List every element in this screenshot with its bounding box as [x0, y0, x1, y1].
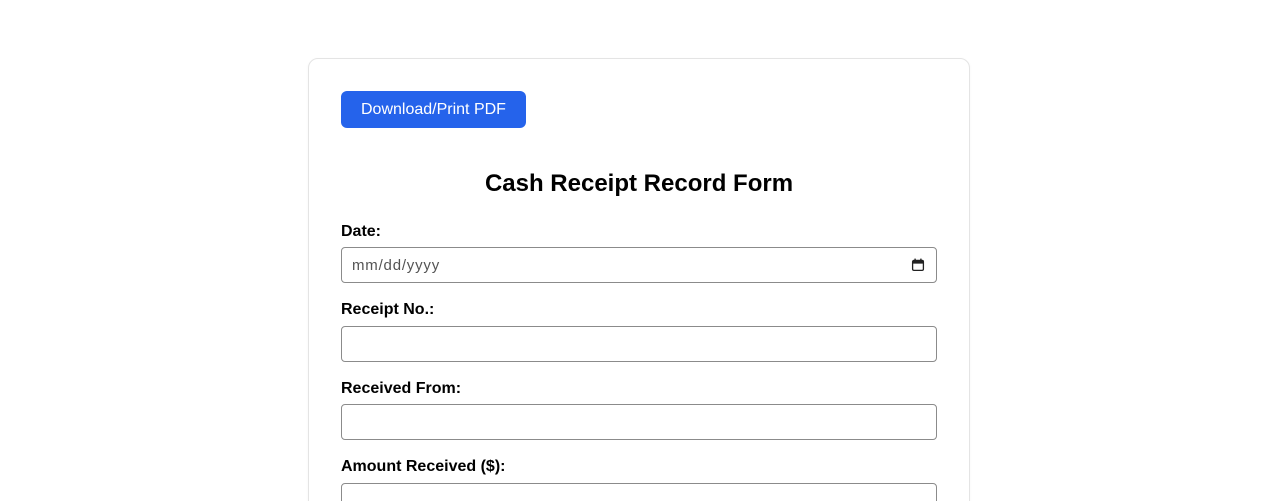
field-date: Date: [341, 222, 937, 284]
received-from-label: Received From: [341, 379, 462, 397]
download-print-pdf-button[interactable]: Download/Print PDF [341, 91, 526, 129]
field-amount-received: Amount Received ($): [341, 458, 937, 501]
form-card: Download/Print PDF Cash Receipt Record F… [308, 58, 970, 501]
field-received-from: Received From: [341, 379, 937, 441]
calendar-icon[interactable] [910, 257, 926, 273]
amount-received-input[interactable] [341, 482, 937, 501]
date-input[interactable] [352, 248, 910, 283]
received-from-input[interactable] [341, 404, 937, 441]
amount-received-label: Amount Received ($): [341, 458, 506, 476]
page-title: Cash Receipt Record Form [484, 170, 794, 198]
field-receipt-no: Receipt No.: [341, 301, 937, 362]
receipt-no-label: Receipt No.: [341, 301, 435, 319]
receipt-no-input[interactable] [341, 325, 937, 362]
date-label: Date: [341, 222, 382, 240]
date-input-wrapper[interactable] [341, 247, 937, 284]
